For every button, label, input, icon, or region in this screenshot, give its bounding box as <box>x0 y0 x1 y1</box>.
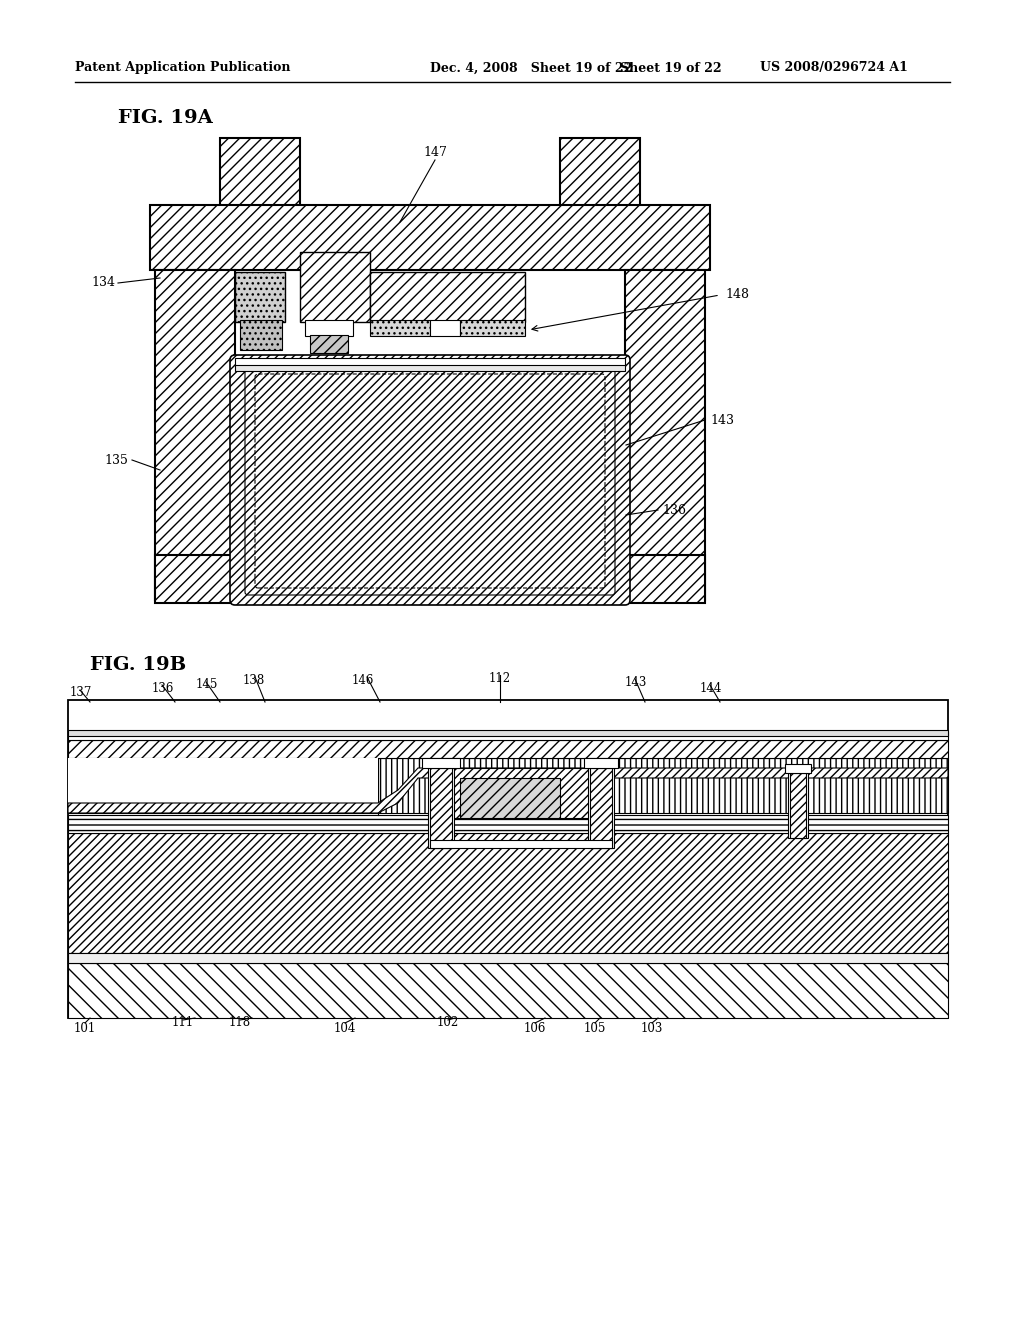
Bar <box>430 319 460 337</box>
Bar <box>788 774 808 838</box>
Bar <box>68 758 948 813</box>
Bar <box>460 319 525 337</box>
Bar <box>452 768 590 818</box>
Bar <box>234 272 285 322</box>
Bar <box>68 964 948 1018</box>
Text: FIG. 19B: FIG. 19B <box>90 656 186 675</box>
Bar <box>300 252 370 322</box>
Bar <box>428 768 454 847</box>
Text: 147: 147 <box>423 145 446 158</box>
Polygon shape <box>68 768 948 813</box>
Bar <box>430 840 612 847</box>
Text: 146: 146 <box>352 673 375 686</box>
Bar <box>370 319 430 337</box>
Text: 102: 102 <box>437 1016 459 1030</box>
Text: 143: 143 <box>625 676 647 689</box>
Bar <box>234 366 625 371</box>
Text: 104: 104 <box>334 1022 356 1035</box>
Bar <box>460 777 560 818</box>
Bar <box>155 554 705 603</box>
Bar <box>588 768 614 847</box>
Bar <box>240 319 282 350</box>
Bar <box>68 741 948 758</box>
FancyBboxPatch shape <box>230 355 630 605</box>
Bar <box>68 953 948 964</box>
Bar <box>785 764 811 774</box>
Text: 138: 138 <box>243 673 265 686</box>
FancyBboxPatch shape <box>245 367 615 595</box>
Bar <box>68 833 948 953</box>
Text: 136: 136 <box>662 503 686 516</box>
Text: 136: 136 <box>152 681 174 694</box>
Text: Dec. 4, 2008   Sheet 19 of 22: Dec. 4, 2008 Sheet 19 of 22 <box>430 62 633 74</box>
Bar <box>590 768 612 847</box>
Text: 112: 112 <box>488 672 511 685</box>
Text: 135: 135 <box>104 454 128 466</box>
Text: 134: 134 <box>91 276 115 289</box>
Bar <box>305 319 353 337</box>
Text: 105: 105 <box>584 1022 606 1035</box>
Bar <box>155 271 234 601</box>
Text: 145: 145 <box>196 678 218 692</box>
Text: 144: 144 <box>700 681 722 694</box>
Bar <box>560 139 640 216</box>
Text: 103: 103 <box>641 1022 664 1035</box>
Text: 111: 111 <box>172 1016 195 1030</box>
Bar <box>584 758 618 768</box>
Text: 118: 118 <box>229 1016 251 1030</box>
Text: FIG. 19A: FIG. 19A <box>118 110 213 127</box>
Text: 137: 137 <box>70 686 92 700</box>
Text: 101: 101 <box>74 1022 96 1035</box>
Text: 143: 143 <box>710 413 734 426</box>
Text: 148: 148 <box>725 289 749 301</box>
Bar <box>68 730 948 737</box>
Bar <box>234 358 625 366</box>
Text: Patent Application Publication: Patent Application Publication <box>75 62 291 74</box>
Bar <box>68 733 948 741</box>
Bar <box>790 774 806 838</box>
Bar <box>310 335 348 352</box>
Bar <box>68 814 948 833</box>
Bar <box>625 271 705 601</box>
Bar <box>370 272 525 322</box>
Bar <box>68 700 948 1018</box>
Bar <box>68 758 378 813</box>
Text: US 2008/0296724 A1: US 2008/0296724 A1 <box>760 62 908 74</box>
Text: Sheet 19 of 22: Sheet 19 of 22 <box>620 62 722 74</box>
Text: 106: 106 <box>524 1022 546 1035</box>
Bar <box>220 139 300 216</box>
Bar <box>422 758 460 768</box>
Bar <box>430 768 452 847</box>
Bar <box>150 205 710 271</box>
